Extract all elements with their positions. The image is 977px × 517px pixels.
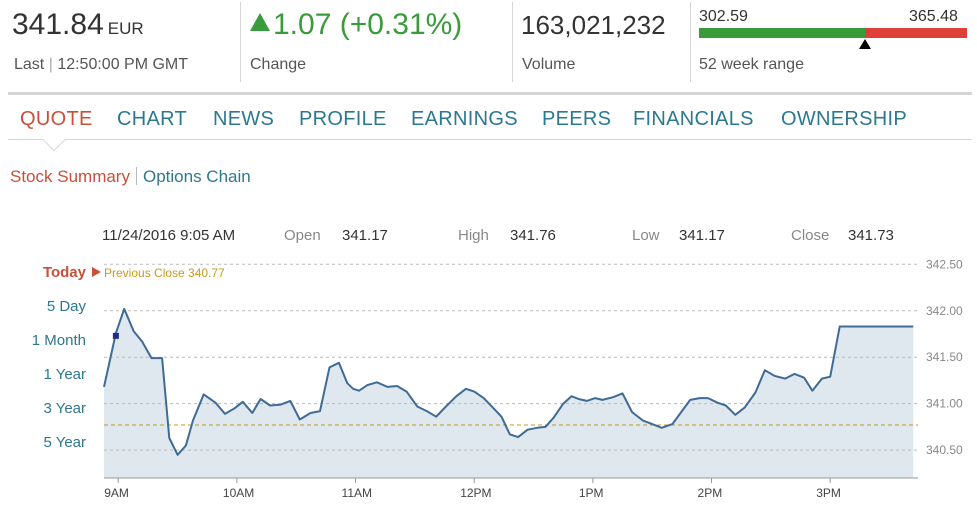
close-label: Close bbox=[791, 227, 830, 244]
tab-peers[interactable]: PEERS bbox=[542, 108, 612, 130]
range-label: 52 week range bbox=[699, 56, 804, 73]
range-low: 302.59 bbox=[699, 8, 748, 25]
divider bbox=[240, 2, 241, 82]
divider bbox=[135, 167, 137, 185]
divider bbox=[512, 2, 513, 82]
change-label: Change bbox=[250, 56, 307, 73]
open-value: 341.17 bbox=[342, 227, 388, 244]
currency: EUR bbox=[107, 19, 144, 38]
divider bbox=[690, 2, 691, 82]
range-1-month[interactable]: 1 Month bbox=[31, 332, 86, 349]
quote-header: 341.84 EUR Last | 12:50:00 PM GMT 1.07 (+… bbox=[0, 0, 977, 90]
active-tab-caret-icon bbox=[42, 128, 66, 152]
x-tick-label: 11AM bbox=[342, 486, 372, 500]
volume-label: Volume bbox=[522, 56, 576, 73]
last-time: Last | 12:50:00 PM GMT bbox=[14, 56, 189, 73]
x-tick-label: 9AM bbox=[104, 486, 129, 500]
previous-close-marker: Previous Close 340.77 bbox=[92, 266, 225, 280]
price-line bbox=[103, 307, 914, 456]
tab-quote[interactable]: QUOTE bbox=[20, 108, 93, 130]
high-value: 341.76 bbox=[510, 227, 556, 244]
y-tick-label: 341.00 bbox=[926, 397, 963, 411]
y-tick-label: 340.50 bbox=[926, 443, 963, 457]
x-tick-label: 10AM bbox=[223, 486, 254, 500]
header-separator bbox=[8, 92, 972, 95]
tab-bar: QUOTE CHART NEWS PROFILE EARNINGS PEERS … bbox=[8, 104, 972, 152]
options-chain-link[interactable]: Options Chain bbox=[142, 167, 251, 186]
range-3-year[interactable]: 3 Year bbox=[43, 400, 86, 417]
x-tick-label: 12PM bbox=[460, 486, 491, 500]
y-tick-label: 341.50 bbox=[926, 350, 963, 364]
y-tick-label: 342.00 bbox=[926, 304, 963, 318]
range-fill bbox=[699, 28, 866, 38]
previous-close-label: Previous Close 340.77 bbox=[104, 266, 225, 280]
price-chart[interactable]: 342.50 342.00 341.50 341.00 340.50 9AM 10AM 11A… bbox=[0, 255, 977, 517]
low-value: 341.17 bbox=[679, 227, 725, 244]
close-value: 341.73 bbox=[848, 227, 894, 244]
up-arrow-icon bbox=[250, 13, 270, 31]
x-tick-label: 3PM bbox=[816, 486, 841, 500]
open-label: Open bbox=[284, 227, 321, 244]
hover-point-marker bbox=[112, 332, 119, 339]
x-tick-label: 2PM bbox=[698, 486, 723, 500]
tab-financials[interactable]: FINANCIALS bbox=[633, 108, 754, 130]
last-price: 341.84 EUR bbox=[12, 8, 144, 41]
x-tick-label: 1PM bbox=[579, 486, 604, 500]
y-tick-label: 342.50 bbox=[926, 257, 963, 271]
range-high: 365.48 bbox=[909, 8, 958, 25]
price-change: 1.07 (+0.31%) bbox=[250, 8, 462, 42]
tab-profile[interactable]: PROFILE bbox=[299, 108, 387, 130]
week-range-bar bbox=[699, 28, 967, 38]
volume-value: 163,021,232 bbox=[521, 10, 666, 40]
range-marker-icon bbox=[859, 39, 872, 49]
range-today[interactable]: Today bbox=[42, 264, 86, 281]
tab-news[interactable]: NEWS bbox=[213, 108, 275, 130]
tab-earnings[interactable]: EARNINGS bbox=[411, 108, 518, 130]
range-5-year[interactable]: 5 Year bbox=[43, 434, 86, 451]
range-1-year[interactable]: 1 Year bbox=[43, 366, 86, 383]
low-label: Low bbox=[632, 227, 660, 244]
tab-chart[interactable]: CHART bbox=[117, 108, 188, 130]
sub-navigation: Stock Summary Options Chain bbox=[10, 167, 251, 187]
high-label: High bbox=[458, 227, 489, 244]
range-5-day[interactable]: 5 Day bbox=[46, 298, 86, 315]
pointer-icon bbox=[92, 267, 101, 277]
hover-datetime: 11/24/2016 9:05 AM bbox=[102, 227, 236, 244]
chart-area-fill bbox=[104, 308, 914, 478]
stock-summary-link[interactable]: Stock Summary bbox=[10, 167, 130, 186]
tab-ownership[interactable]: OWNERSHIP bbox=[781, 108, 908, 130]
